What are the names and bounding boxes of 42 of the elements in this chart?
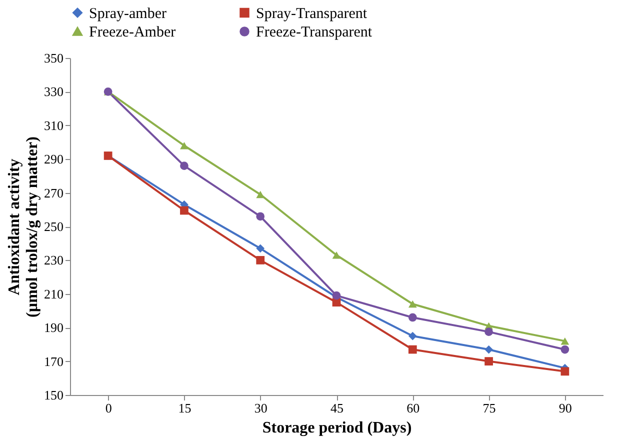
point: [256, 212, 265, 221]
y-tick-label: 290: [44, 152, 64, 167]
y-tick-label: 330: [44, 84, 64, 100]
point: [256, 256, 265, 264]
legend-label: Freeze-Transparent: [256, 24, 373, 40]
legend-label: Spray-Transparent: [256, 6, 368, 22]
y-tick-label: 210: [44, 286, 64, 302]
legend-label: Spray-amber: [89, 6, 166, 22]
y-tick-label: 150: [44, 388, 64, 402]
y-tick-label: 310: [44, 118, 64, 133]
point: [256, 244, 265, 253]
x-tick-label: 15: [178, 400, 192, 416]
point: [560, 345, 570, 354]
point: [180, 162, 188, 170]
y-tick-label: 230: [44, 252, 64, 268]
x-axis-title: Storage period (Days): [262, 420, 412, 436]
y-tick-label: 350: [44, 50, 64, 66]
point: [408, 332, 417, 340]
y-tick-label: 250: [44, 219, 64, 234]
point: [256, 190, 265, 198]
legend-label: Freeze-Amber: [89, 24, 176, 40]
y-tick-label: 170: [44, 354, 64, 369]
x-tick-label: 45: [330, 400, 344, 416]
point: [484, 357, 493, 366]
x-tick-label: 60: [406, 400, 420, 416]
point: [560, 337, 570, 345]
point: [408, 345, 417, 354]
x-tick-label: 0: [105, 400, 112, 416]
point: [484, 328, 493, 336]
point: [180, 142, 188, 150]
point: [332, 252, 341, 259]
point: [180, 206, 188, 215]
point: [484, 345, 493, 354]
point: [408, 313, 417, 322]
y-tick-label: 270: [44, 185, 64, 200]
point: [408, 300, 417, 308]
x-tick-label: 75: [482, 400, 496, 416]
x-tick-label: 30: [254, 400, 268, 416]
point: [560, 367, 570, 376]
y-axis-title: Antioxidant activity (µmol trolox/g dry matter): [6, 136, 41, 318]
x-tick-label: 90: [558, 400, 572, 416]
y-tick-label: 190: [44, 320, 64, 336]
